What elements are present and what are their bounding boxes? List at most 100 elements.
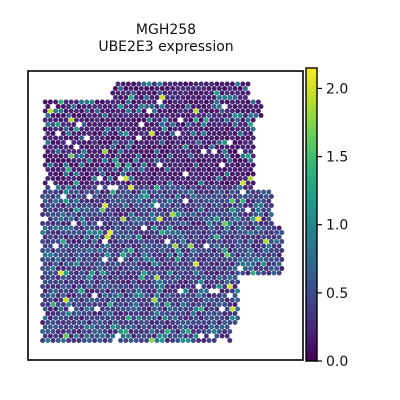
spot <box>71 329 77 334</box>
spot <box>99 234 105 240</box>
spot <box>151 162 157 168</box>
spot <box>235 270 241 276</box>
spot <box>164 302 170 307</box>
spot <box>115 225 121 231</box>
spot <box>235 207 241 213</box>
spot <box>242 167 248 172</box>
spot <box>154 329 160 334</box>
spot <box>73 252 79 258</box>
spot <box>107 122 113 127</box>
spot <box>136 234 142 240</box>
spot <box>151 270 157 276</box>
spot <box>183 234 189 240</box>
spot <box>63 99 69 105</box>
spot <box>136 261 142 267</box>
spot <box>50 149 56 154</box>
spot <box>133 140 139 145</box>
spot <box>211 302 217 307</box>
spot <box>105 306 111 312</box>
spot <box>141 171 147 177</box>
spot <box>50 293 56 298</box>
spot <box>45 293 51 298</box>
spot <box>180 338 186 343</box>
spot <box>188 270 194 276</box>
spot <box>120 162 126 168</box>
spot <box>107 266 113 271</box>
spot <box>255 99 261 105</box>
spot <box>110 108 116 114</box>
spot <box>84 99 90 105</box>
spot <box>86 185 92 190</box>
spot <box>81 257 87 262</box>
spot <box>115 270 121 276</box>
spot <box>53 306 59 312</box>
spot <box>172 288 178 294</box>
spot <box>123 266 129 271</box>
spot <box>66 248 72 253</box>
spot <box>97 212 103 217</box>
spot <box>63 198 69 204</box>
spot <box>42 279 48 285</box>
spot <box>185 212 191 217</box>
spot <box>115 153 121 159</box>
spot <box>198 81 204 87</box>
spot <box>55 248 61 253</box>
spot <box>170 86 176 91</box>
spot <box>112 320 118 325</box>
spot-layer <box>40 81 285 343</box>
spot <box>125 90 131 96</box>
spot <box>175 338 181 343</box>
spot <box>55 194 61 199</box>
spot <box>175 176 181 181</box>
spot <box>240 207 246 213</box>
spot <box>136 306 142 312</box>
spot <box>146 306 152 312</box>
spot <box>198 243 204 249</box>
spot <box>144 95 150 100</box>
spot <box>112 194 118 199</box>
spot <box>216 131 222 136</box>
spot <box>183 108 189 114</box>
spot <box>60 302 66 307</box>
spot <box>159 338 165 343</box>
spot <box>58 297 64 303</box>
spot <box>86 149 92 154</box>
spot <box>58 252 64 258</box>
spot <box>146 333 152 339</box>
spot <box>183 315 189 321</box>
spot <box>120 171 126 177</box>
spot <box>144 320 150 325</box>
spot <box>144 230 150 235</box>
spot <box>125 198 131 204</box>
spot <box>196 248 202 253</box>
spot <box>222 239 228 244</box>
spot <box>180 275 186 280</box>
spot <box>216 203 222 208</box>
spot <box>45 212 51 217</box>
spot <box>71 257 77 262</box>
spot <box>125 324 131 330</box>
spot <box>188 306 194 312</box>
spot <box>94 288 100 294</box>
spot <box>102 140 108 145</box>
spot <box>128 158 134 163</box>
spot <box>151 324 157 330</box>
spot <box>86 248 92 253</box>
spot <box>50 257 56 262</box>
spot <box>133 122 139 127</box>
spot <box>162 126 168 132</box>
spot <box>248 113 254 118</box>
spot <box>112 257 118 262</box>
spot <box>50 176 56 181</box>
spot <box>248 104 254 109</box>
spot <box>125 135 131 141</box>
spot <box>131 288 137 294</box>
spot <box>188 108 194 114</box>
spot <box>81 230 87 235</box>
spot <box>157 117 163 123</box>
spot <box>99 270 105 276</box>
spot <box>138 104 144 109</box>
spot <box>53 126 59 132</box>
spot <box>185 284 191 289</box>
spot <box>58 243 64 249</box>
